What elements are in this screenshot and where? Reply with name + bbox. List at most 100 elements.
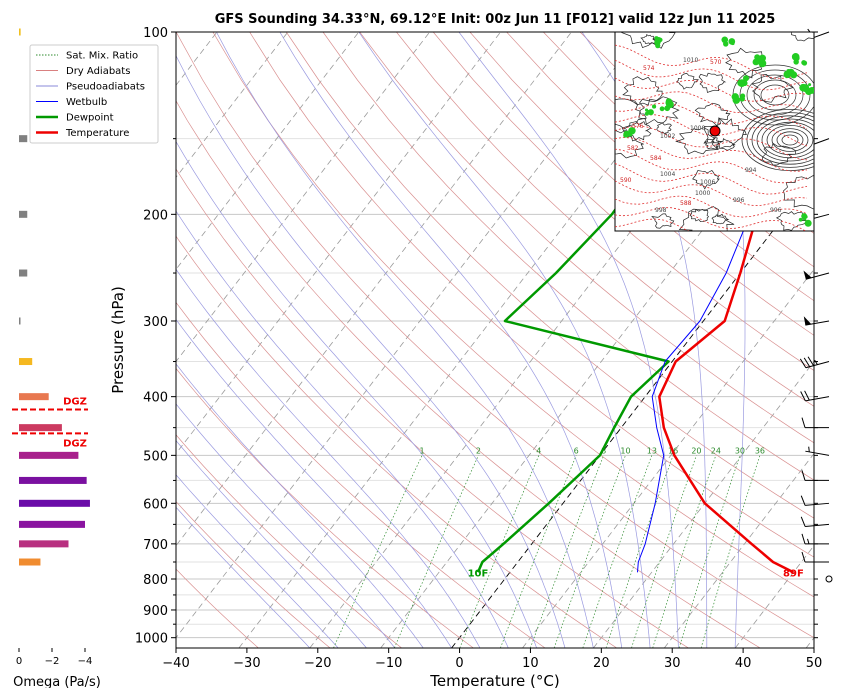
mixing-ratio-label: 36 (755, 446, 765, 455)
pseudoadiabat-line (176, 54, 566, 648)
isotherm-line (176, 32, 572, 547)
height-contour (615, 195, 808, 218)
omega-bar (19, 558, 41, 566)
mixing-ratio-line (700, 455, 761, 648)
mixing-ratio-line (529, 455, 605, 648)
contour-label: 584 (650, 155, 662, 162)
terrain-contour (703, 117, 747, 149)
mixing-ratio-line (605, 455, 674, 648)
pressure-contour (756, 118, 814, 162)
terrain-contour (698, 72, 727, 93)
height-contour (615, 44, 808, 79)
dry-adiabat-line (212, 32, 814, 598)
mixing-ratio-label: 4 (536, 446, 541, 455)
precip-patch (798, 217, 803, 222)
pressure-contour (776, 131, 804, 149)
pseudoadiabat-line (176, 506, 311, 648)
omega-bar (19, 317, 21, 325)
omega-bar (19, 210, 28, 218)
wind-barb (801, 533, 829, 545)
wind-barb (800, 516, 830, 527)
pseudoadiabat-line (176, 440, 367, 648)
terrain-contour (615, 98, 647, 130)
barb-half (807, 538, 810, 545)
barb-staff (805, 502, 830, 506)
terrain-contour (762, 142, 797, 166)
contour-label: 1000 (690, 125, 705, 132)
barb-full (800, 391, 806, 402)
contour-label: 574 (643, 65, 655, 72)
y-tick-label: 400 (143, 391, 168, 406)
omega-bar (19, 393, 49, 401)
chart-title: GFS Sounding 34.33°N, 69.12°E Init: 00z … (215, 12, 776, 27)
terrain-contour (725, 47, 763, 79)
wind-barb (801, 551, 829, 563)
barb-flag (803, 270, 812, 280)
omega-bar (19, 451, 79, 459)
wind-barb (801, 417, 829, 429)
dry-adiabat-line (176, 301, 546, 648)
barb-full (801, 470, 806, 481)
barb-full (807, 356, 814, 366)
dewpoint-line (476, 32, 800, 573)
wind-barb (825, 575, 833, 583)
pseudoadiabat-line (176, 210, 509, 648)
pseudoadiabat-line (176, 363, 424, 648)
y-tick-label: 900 (143, 604, 168, 619)
terrain-contour (694, 102, 731, 127)
precip-patch (808, 83, 812, 87)
axes: −40 −30 −20 −10 0 10 20 30 40 50 100 200 300 400 500 60… (135, 26, 822, 671)
dry-adiabat-line (506, 32, 814, 302)
surface-temp-label: 89F (783, 568, 804, 579)
x-tick-label: 0 (455, 656, 463, 671)
precip-patch (742, 75, 750, 82)
precip-patch (737, 79, 745, 87)
omega-bar (19, 499, 90, 507)
terrain-contour (615, 129, 644, 159)
pressure-contour (753, 79, 797, 111)
omega-bar (19, 424, 62, 432)
barb-staff (805, 272, 830, 280)
mixing-ratio-line (500, 455, 577, 648)
pressure-contour (766, 125, 814, 156)
x-tick-label: 10 (522, 656, 539, 671)
mixing-ratio-label: 2 (476, 446, 481, 455)
x-tick-label: 30 (664, 656, 681, 671)
barb-full (804, 390, 810, 401)
mixing-ratio-label: 20 (691, 446, 701, 455)
precip-patch (740, 93, 746, 99)
dry-adiabat-line (176, 168, 689, 648)
wind-barb (803, 270, 830, 280)
terrain-contour (656, 122, 672, 134)
omega-tick-label: 0 (16, 656, 22, 667)
precip-patch (655, 43, 661, 49)
contour-label: 570 (710, 59, 722, 66)
height-contour (615, 137, 808, 172)
pseudoadiabat-line (176, 474, 339, 648)
legend-label: Dry Adiabats (66, 66, 130, 77)
terrain-contour (751, 74, 794, 103)
terrain-contour (715, 138, 736, 151)
height-contour (615, 102, 808, 130)
precip-patch (804, 219, 812, 227)
dgz-label: DGZ (63, 396, 87, 407)
barb-full (800, 516, 806, 527)
isotherm-line (176, 32, 643, 639)
mixing-ratio-line (652, 455, 717, 648)
contour-label: 1010 (683, 57, 698, 64)
legend-label: Pseudoadiabats (66, 82, 145, 93)
legend-label: Sat. Mix. Ratio (66, 51, 138, 62)
precip-patch (628, 127, 636, 135)
height-contour (615, 91, 808, 114)
pressure-contour (746, 74, 804, 116)
mixing-ratio-label: 1 (420, 446, 425, 455)
barb-full (800, 495, 806, 506)
terrain-contour (651, 213, 675, 229)
terrain-contour (775, 211, 808, 231)
wind-barb (805, 446, 830, 456)
contour-label: 996 (770, 207, 782, 214)
pressure-contour (760, 84, 790, 106)
barb-staff (805, 361, 830, 369)
pressure-contour (746, 112, 814, 168)
